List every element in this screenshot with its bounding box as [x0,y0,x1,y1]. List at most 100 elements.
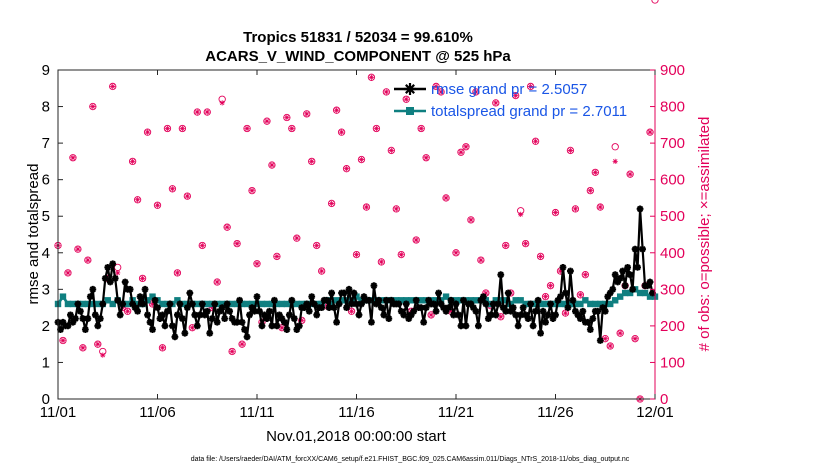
rmse-point [89,285,97,293]
totalspread-point [109,300,116,308]
rmse-point [552,311,559,319]
obs-assimilated-point [70,155,76,161]
rmse-point [273,322,281,330]
rmse-point [350,289,358,297]
obs-assimilated-point [239,341,245,347]
obs-assimilated-point [294,235,300,241]
rmse-point [171,333,179,341]
obs-assimilated-point [139,275,146,281]
rmse-point [285,311,293,319]
rmse-point [268,322,276,330]
obs-assimilated-point [592,169,598,175]
rmse-point [601,307,609,315]
totalspread-point [502,297,509,304]
rmse-point [450,311,457,319]
obs-assimilated-point [373,125,379,132]
y-axis-right: 0 100 200 300 400 500 600 700 800 900 [650,62,685,408]
rmse-point [119,300,127,308]
totalspread-point [587,300,594,308]
obs-possible-point [223,223,231,231]
totalspread-point [174,297,181,304]
totalspread-point [318,300,325,308]
rmse-point [216,307,224,315]
totalspread-point [616,293,624,300]
rmse-point [420,318,428,326]
rmse-point [400,311,408,319]
obs-possible-point [651,0,659,4]
rmse-point [86,293,94,301]
rmse-point [430,300,438,308]
obs-assimilated-point [503,242,509,249]
rmse-point [402,300,410,308]
obs-possible-point [432,82,440,91]
obs-possible-point [318,267,326,275]
obs-assimilated-point [343,166,350,172]
obs-assimilated-point [493,100,499,106]
obs-assimilated-point [90,103,96,110]
rmse-point [589,315,597,322]
obs-assimilated-point [75,246,81,252]
rmse-point [116,311,124,319]
obs-possible-point [228,347,236,356]
totalspread-point [243,300,251,308]
obs-assimilated-point [587,188,593,194]
obs-assimilated-point [557,268,564,274]
rmse-point [166,300,174,308]
obs-possible-point [437,88,445,96]
obs-assimilated-point [304,111,310,117]
rmse-point [631,245,639,253]
rmse-point [221,315,229,322]
obs-possible-point [452,249,460,257]
obs-assimilated-point [224,224,230,230]
rmse-point [106,278,114,286]
totalspread-point [84,300,92,308]
totalspread-point [577,300,584,308]
rmse-point [201,311,209,319]
rmse-point [310,300,318,308]
obs-possible-point [591,168,599,177]
obs-assimilated-point [607,343,613,349]
obs-possible-point [293,234,301,242]
obs-possible-point [213,278,221,286]
rmse-point [236,296,243,304]
obs-assimilated-point [85,257,91,263]
chart-title-line2: ACARS_V_WIND_COMPONENT @ 525 hPa [205,48,511,65]
obs-possible-point [646,128,654,136]
rmse-point [353,300,360,308]
obs-possible-point [89,102,97,111]
y-left-tick-label: 4 [42,245,50,262]
obs-layer [55,0,659,403]
rmse-point [99,300,107,308]
obs-assimilated-point [453,250,459,256]
totalspread-point [636,289,644,297]
obs-assimilated-point [478,257,484,263]
obs-possible-point [611,143,619,151]
rmse-point [76,307,84,315]
totalspread-point [403,297,410,304]
obs-possible-point [387,146,395,155]
rmse-point [233,318,241,326]
totalspread-point [557,300,564,308]
rmse-point [564,304,572,312]
rmse-point [611,271,619,279]
y-right-tick-label: 700 [660,135,685,152]
series-layer [54,205,659,344]
totalspread-point [562,300,569,308]
obs-possible-point [352,250,361,259]
rmse-point [139,300,146,308]
totalspread-point [64,300,72,308]
rmse-point [256,307,263,315]
rmse-point [604,293,612,301]
totalspread-point [532,300,539,308]
rmse-point [136,293,144,301]
y-axis-right-label: # of obs: o=possible; ×=assimilated [696,117,713,352]
rmse-point [146,318,154,326]
obs-possible-point [512,91,520,100]
obs-possible-point [347,307,356,315]
y-right-tick-label: 600 [660,172,685,189]
totalspread-point [393,297,400,304]
obs-possible-point [372,124,381,133]
obs-assimilated-point [60,337,66,344]
rmse-point [251,307,258,315]
rmse-point [84,315,92,322]
